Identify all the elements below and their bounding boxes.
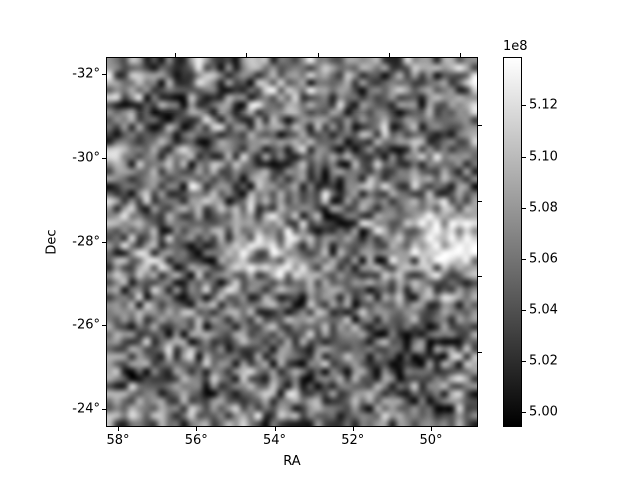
- y-tick-label: -28°: [72, 234, 100, 249]
- colorbar-tick: [522, 105, 526, 107]
- colorbar-tick-label: 5.00: [529, 404, 558, 420]
- y-axis-tick: [102, 241, 106, 243]
- colorbar-tick-label: 5.02: [529, 353, 558, 369]
- colorbar-tick: [522, 207, 526, 209]
- x-axis-tick: [274, 427, 276, 431]
- y-axis-tick: [102, 74, 106, 75]
- colorbar-tick: [522, 360, 526, 362]
- colorbar-tick: [522, 309, 526, 311]
- y-tick-label: -30°: [72, 150, 100, 166]
- colorbar-tick-label: 5.04: [529, 302, 558, 318]
- colorbar-tick-label: 5.10: [529, 149, 558, 165]
- y-tick-label: -24°: [72, 401, 100, 417]
- y-axis-tick: [102, 409, 106, 410]
- colorbar-tick-label: 5.12: [529, 97, 558, 113]
- colorbar-tick: [522, 156, 526, 158]
- x-axis-top-tick: [460, 53, 461, 57]
- y-axis-right-tick: [478, 351, 482, 353]
- y-tick-label: -26°: [72, 317, 100, 333]
- x-tick-label: 52°: [341, 433, 365, 448]
- x-tick-label: 58°: [106, 433, 130, 448]
- colorbar-tick-label: 5.08: [529, 200, 558, 216]
- colorbar-tick: [522, 411, 526, 413]
- x-tick-label: 54°: [262, 433, 287, 448]
- y-axis-right-tick: [478, 125, 482, 126]
- x-axis-top-tick: [246, 53, 248, 57]
- y-axis-label: Dec: [44, 229, 60, 255]
- colorbar-tick: [522, 258, 526, 260]
- x-axis-top-tick: [388, 53, 390, 57]
- y-axis-tick: [102, 157, 106, 159]
- y-axis-right-tick: [478, 276, 482, 278]
- heatmap-image: [106, 57, 478, 427]
- x-axis-tick: [431, 427, 432, 431]
- x-axis-tick: [196, 427, 198, 431]
- x-axis-label: RA: [283, 454, 301, 469]
- y-axis-right-tick: [478, 200, 482, 202]
- y-tick-label: -32°: [72, 66, 100, 82]
- x-tick-label: 56°: [184, 433, 208, 448]
- x-axis-top-tick: [317, 53, 319, 57]
- x-axis-top-tick: [175, 53, 176, 57]
- x-axis-tick: [352, 427, 354, 431]
- y-axis-tick: [102, 325, 106, 327]
- x-tick-label: 50°: [419, 433, 443, 448]
- colorbar-tick-label: 5.06: [529, 251, 558, 267]
- x-axis-tick: [118, 427, 119, 431]
- colorbar: [503, 57, 522, 427]
- colorbar-offset-label: 1e8: [503, 39, 528, 54]
